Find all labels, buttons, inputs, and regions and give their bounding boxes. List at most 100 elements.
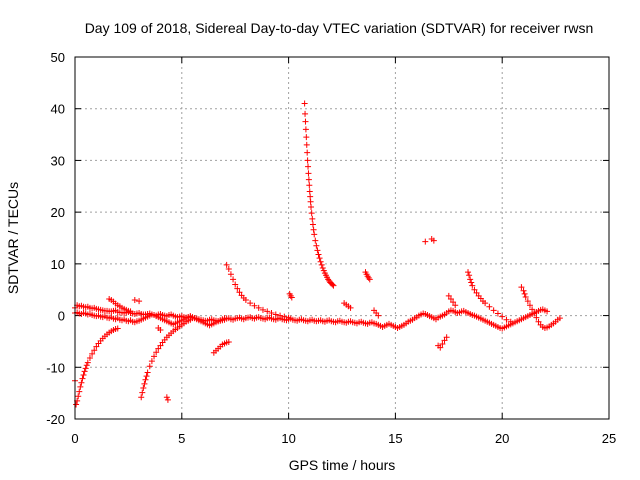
- data-point: [227, 271, 234, 278]
- data-point: [468, 279, 475, 286]
- data-point: [73, 401, 80, 408]
- data-point: [467, 276, 474, 283]
- data-point: [314, 247, 321, 254]
- data-point: [466, 272, 473, 279]
- data-point: [304, 149, 311, 156]
- data-point: [189, 315, 196, 322]
- data-point: [77, 383, 84, 390]
- data-point: [281, 313, 288, 320]
- data-point: [247, 300, 254, 307]
- data-point: [138, 394, 145, 401]
- data-point: [304, 157, 311, 164]
- data-point: [307, 198, 314, 205]
- data-point: [317, 258, 324, 265]
- data-point: [148, 358, 155, 365]
- data-point: [450, 299, 457, 306]
- data-point: [277, 312, 284, 319]
- data-point: [78, 379, 85, 386]
- data-point: [309, 215, 316, 222]
- data-point: [234, 285, 241, 292]
- y-tick-label: 30: [51, 153, 65, 168]
- data-point: [305, 176, 312, 183]
- data-point: [526, 302, 533, 309]
- data-point: [225, 338, 232, 345]
- data-point: [503, 316, 510, 323]
- data-point: [329, 281, 336, 288]
- data-point: [556, 315, 563, 322]
- data-point: [313, 242, 320, 249]
- data-point: [524, 298, 531, 305]
- data-point: [315, 251, 322, 258]
- y-tick-label: 10: [51, 257, 65, 272]
- data-point: [302, 118, 309, 125]
- data-point: [81, 368, 88, 375]
- data-point: [155, 345, 162, 352]
- data-point: [83, 362, 90, 369]
- x-tick-label: 15: [388, 431, 402, 446]
- data-point: [533, 314, 540, 321]
- data-point: [531, 310, 538, 317]
- grid-lines: [75, 57, 609, 419]
- data-point: [136, 298, 143, 305]
- data-point: [76, 388, 83, 395]
- data-point: [157, 327, 164, 334]
- data-point: [465, 269, 472, 276]
- data-point: [142, 376, 149, 383]
- data-point: [143, 373, 150, 380]
- data-point: [312, 237, 319, 244]
- data-point: [308, 203, 315, 210]
- data-point: [375, 312, 382, 319]
- data-point: [309, 221, 316, 228]
- data-point: [89, 350, 96, 357]
- data-point: [272, 311, 279, 318]
- data-point: [151, 353, 158, 360]
- data-point: [114, 325, 121, 332]
- data-point: [330, 282, 337, 289]
- data-point: [486, 303, 493, 310]
- y-tick-label: -20: [46, 412, 65, 427]
- data-point: [471, 286, 478, 293]
- data-point: [285, 314, 292, 321]
- y-tick-label: 20: [51, 205, 65, 220]
- data-point: [318, 261, 325, 268]
- data-point: [302, 126, 309, 133]
- data-point: [93, 343, 100, 350]
- data-point: [494, 310, 501, 317]
- data-point: [490, 307, 497, 314]
- data-point: [144, 369, 151, 376]
- data-point: [447, 296, 454, 303]
- data-point: [518, 284, 525, 291]
- data-point: [75, 393, 82, 400]
- data-point: [473, 289, 480, 296]
- data-point: [163, 394, 170, 401]
- x-tick-label: 20: [495, 431, 509, 446]
- data-point: [306, 182, 313, 189]
- data-point: [520, 287, 527, 294]
- y-tick-label: 0: [58, 309, 65, 324]
- data-point: [320, 267, 327, 274]
- data-point: [164, 396, 171, 403]
- data-points: [72, 101, 563, 408]
- data-point: [437, 344, 444, 351]
- data-point: [347, 304, 354, 311]
- data-point: [84, 359, 91, 366]
- data-point: [482, 300, 489, 307]
- data-point: [303, 134, 310, 141]
- data-point: [319, 264, 326, 271]
- data-point: [242, 297, 249, 304]
- data-point: [306, 188, 313, 195]
- data-point: [221, 315, 228, 322]
- data-point: [303, 141, 310, 148]
- y-axis-label: SDTVAR / TECUs: [5, 182, 21, 294]
- data-point: [535, 318, 542, 325]
- data-point: [469, 282, 476, 289]
- x-tick-label: 25: [602, 431, 616, 446]
- data-point: [139, 389, 146, 396]
- data-point: [223, 261, 230, 268]
- data-point: [443, 334, 450, 341]
- y-tick-label: 40: [51, 102, 65, 117]
- data-point: [131, 297, 138, 304]
- data-point: [236, 289, 243, 296]
- x-tick-label: 10: [281, 431, 295, 446]
- data-point: [521, 290, 528, 297]
